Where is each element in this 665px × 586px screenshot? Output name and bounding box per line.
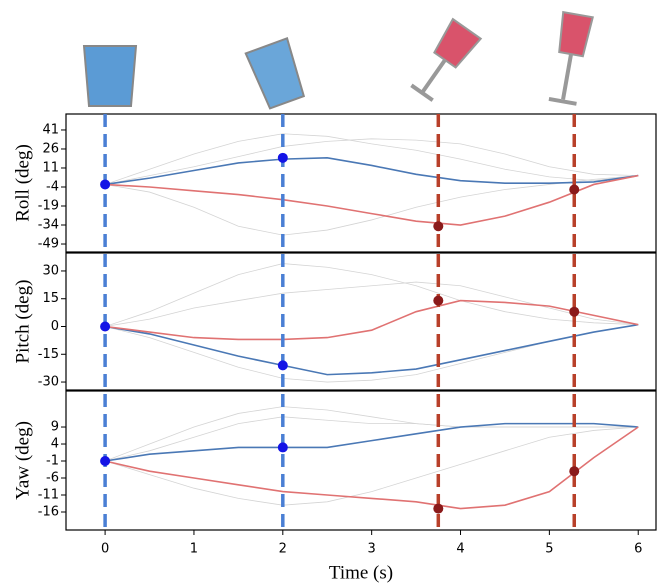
y-tick-label: -6 xyxy=(46,471,59,486)
glass-icon xyxy=(244,37,306,110)
series-line xyxy=(104,263,639,327)
series-line xyxy=(104,422,639,462)
keyframe-point xyxy=(277,152,288,163)
keyframe-point xyxy=(277,360,288,371)
keyframe-point xyxy=(100,456,111,467)
x-tick-label: 5 xyxy=(545,542,553,557)
x-tick-label: 0 xyxy=(101,542,109,557)
keyframe-point xyxy=(569,306,580,317)
x-axis-label: Time (s) xyxy=(329,562,393,583)
y-tick-label: -11 xyxy=(38,487,59,502)
plot-frame xyxy=(65,252,657,391)
keyframe-point xyxy=(433,295,444,306)
plot-frame xyxy=(65,390,657,531)
keyframe-point xyxy=(569,466,580,477)
series-line xyxy=(104,426,639,506)
keyframe-point xyxy=(569,184,580,195)
plot-frame xyxy=(65,113,657,253)
x-tick-label: 3 xyxy=(368,542,376,557)
y-axis-label: Yaw (deg) xyxy=(12,421,33,500)
y-tick-label: 41 xyxy=(42,122,59,137)
y-tick-label: 30 xyxy=(42,263,59,278)
series-line xyxy=(105,281,639,327)
y-tick-label: 15 xyxy=(42,291,59,306)
glass-icon xyxy=(548,10,594,106)
y-tick-label: 0 xyxy=(51,319,59,334)
x-tick-label: 6 xyxy=(634,542,642,557)
y-tick-label: -16 xyxy=(38,504,59,519)
series-line xyxy=(104,299,639,341)
glass-icons xyxy=(82,10,594,110)
y-tick-label: -30 xyxy=(38,375,59,390)
y-tick-label: -1 xyxy=(46,454,59,469)
series-line xyxy=(105,138,639,185)
series-line xyxy=(105,175,639,236)
keyframe-point xyxy=(100,179,111,190)
y-tick-label: -49 xyxy=(38,237,59,252)
y-tick-label: -15 xyxy=(38,347,59,362)
keyframe-point xyxy=(277,442,288,453)
y-tick-label: 11 xyxy=(42,160,59,175)
series-line xyxy=(104,323,639,376)
keyframe-point xyxy=(433,503,444,514)
series-line xyxy=(105,174,639,226)
series-line xyxy=(104,133,639,185)
keyframe-point xyxy=(433,221,444,232)
series-line xyxy=(104,157,639,186)
x-tick-label: 2 xyxy=(279,542,287,557)
y-axis-label: Pitch (deg) xyxy=(12,280,33,364)
y-tick-label: 9 xyxy=(51,420,59,435)
keyframe-point xyxy=(100,321,111,332)
x-tick-label: 1 xyxy=(190,542,198,557)
y-tick-label: -19 xyxy=(38,199,59,214)
y-axis-label: Roll (deg) xyxy=(12,144,33,222)
series-line xyxy=(104,406,639,462)
glass-icon xyxy=(410,17,483,102)
series-line xyxy=(104,426,639,510)
glass-icon xyxy=(82,45,138,107)
y-tick-label: -4 xyxy=(46,179,59,194)
y-tick-label: -34 xyxy=(38,218,59,233)
y-tick-label: 4 xyxy=(51,437,59,452)
x-tick-label: 4 xyxy=(456,542,464,557)
series-line xyxy=(105,416,639,462)
y-tick-label: 26 xyxy=(42,141,59,156)
